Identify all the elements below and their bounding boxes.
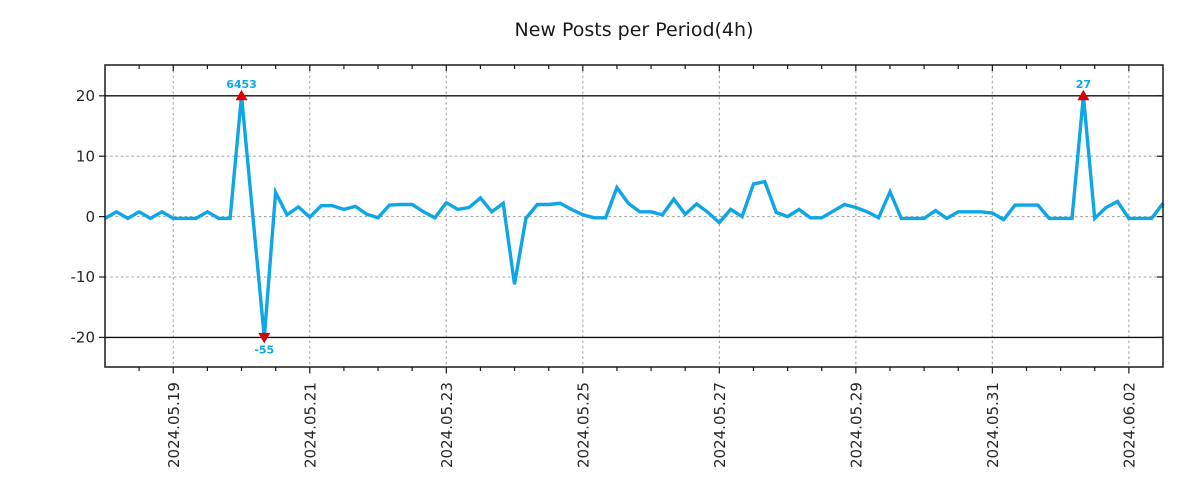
y-tick-label: -20: [71, 329, 96, 347]
y-tick-label: 20: [76, 87, 95, 105]
extreme-marker-up: [1077, 89, 1090, 101]
y-tick-label: -10: [71, 268, 96, 286]
extreme-marker-up: [235, 89, 248, 101]
x-tick-label: 2024.05.19: [165, 382, 183, 468]
x-tick-label: 2024.05.25: [574, 382, 592, 468]
extreme-value-label: 6453: [226, 78, 257, 91]
x-tick-label: 2024.06.02: [1120, 382, 1138, 468]
extreme-marker-down: [258, 332, 271, 344]
extreme-value-label: -55: [254, 343, 274, 356]
series-line: [104, 95, 1165, 338]
x-tick-label: 2024.05.21: [301, 382, 319, 468]
extreme-value-label: 27: [1076, 78, 1091, 91]
y-tick-label: 0: [85, 208, 95, 226]
chart-title: New Posts per Period(4h): [514, 19, 754, 41]
plot-border: [104, 64, 1164, 368]
x-tick-label: 2024.05.29: [847, 382, 865, 468]
x-tick-label: 2024.05.27: [711, 382, 729, 468]
x-tick-label: 2024.05.23: [438, 382, 456, 468]
x-tick-label: 2024.05.31: [984, 382, 1002, 468]
y-tick-label: 10: [76, 147, 95, 165]
